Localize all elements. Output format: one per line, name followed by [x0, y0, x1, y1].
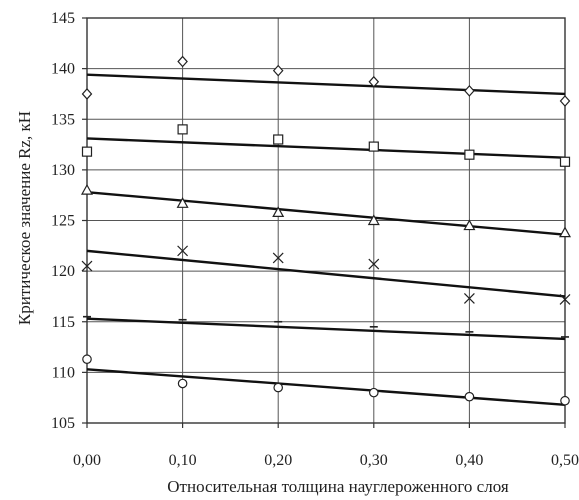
x-tick-label: 0,20 [264, 452, 292, 469]
trend-line-dash [86, 317, 566, 341]
square-point [81, 146, 93, 157]
x-tick-label: 0,30 [360, 452, 388, 469]
diamond-point [464, 85, 475, 97]
circle-point [464, 391, 475, 402]
plot-frame [86, 17, 566, 424]
cross-point [272, 252, 284, 264]
trend-line-diamond [86, 73, 566, 96]
y-tick-label: 120 [51, 263, 75, 280]
square-point [464, 149, 475, 160]
square-point [559, 156, 571, 167]
triangle-point [558, 226, 572, 238]
square-point [177, 124, 188, 135]
y-axis-label: Критическое значение Rz, кН [15, 111, 34, 325]
x-tick-label: 0,40 [455, 452, 483, 469]
diamond-point [368, 75, 380, 88]
data-points [80, 55, 572, 406]
cross-point [368, 258, 380, 270]
y-tick-labels: 105 110 115 120 125 130 135 140 145 [51, 10, 75, 432]
triangle-point [176, 197, 189, 208]
diamond-point [559, 95, 571, 107]
triangle-point [463, 219, 476, 231]
x-tick-label: 0,50 [551, 452, 579, 469]
x-tick-label: 0,10 [169, 452, 197, 469]
circle-point [177, 378, 188, 389]
y-tick-label: 135 [51, 111, 75, 128]
cross-point [463, 293, 475, 304]
triangle-point [272, 206, 285, 217]
square-point [368, 141, 379, 152]
diamond-point [177, 55, 188, 68]
trend-line-cross [86, 249, 566, 298]
square-point [273, 134, 284, 145]
diamond-point [272, 64, 284, 77]
diamond-point [81, 88, 93, 100]
axes [82, 17, 566, 428]
cross-point [559, 294, 571, 305]
trend-lines [86, 73, 566, 406]
x-tick-label: 0,00 [73, 452, 101, 469]
circle-point [273, 382, 283, 393]
cross-point [81, 260, 93, 272]
y-tick-label: 125 [51, 213, 75, 230]
triangle-point [80, 183, 94, 195]
x-tick-labels: 0,00 0,10 0,20 0,30 0,40 0,50 [73, 452, 579, 469]
y-tick-label: 130 [51, 162, 75, 179]
circle-point [82, 354, 92, 365]
triangle-point [367, 214, 380, 226]
trend-line-triangle [86, 190, 566, 236]
circle-point [368, 387, 379, 398]
y-tick-label: 110 [52, 364, 75, 381]
circle-point [560, 395, 570, 406]
y-tick-label: 115 [52, 314, 75, 331]
y-tick-label: 105 [51, 415, 75, 432]
trend-line-square [86, 137, 566, 159]
x-axis-label: Относительная толщина науглероженного сл… [167, 477, 509, 496]
trend-line-circle [86, 368, 566, 406]
y-tick-label: 145 [51, 10, 75, 27]
cross-point [177, 245, 189, 257]
y-tick-label: 140 [51, 61, 75, 78]
